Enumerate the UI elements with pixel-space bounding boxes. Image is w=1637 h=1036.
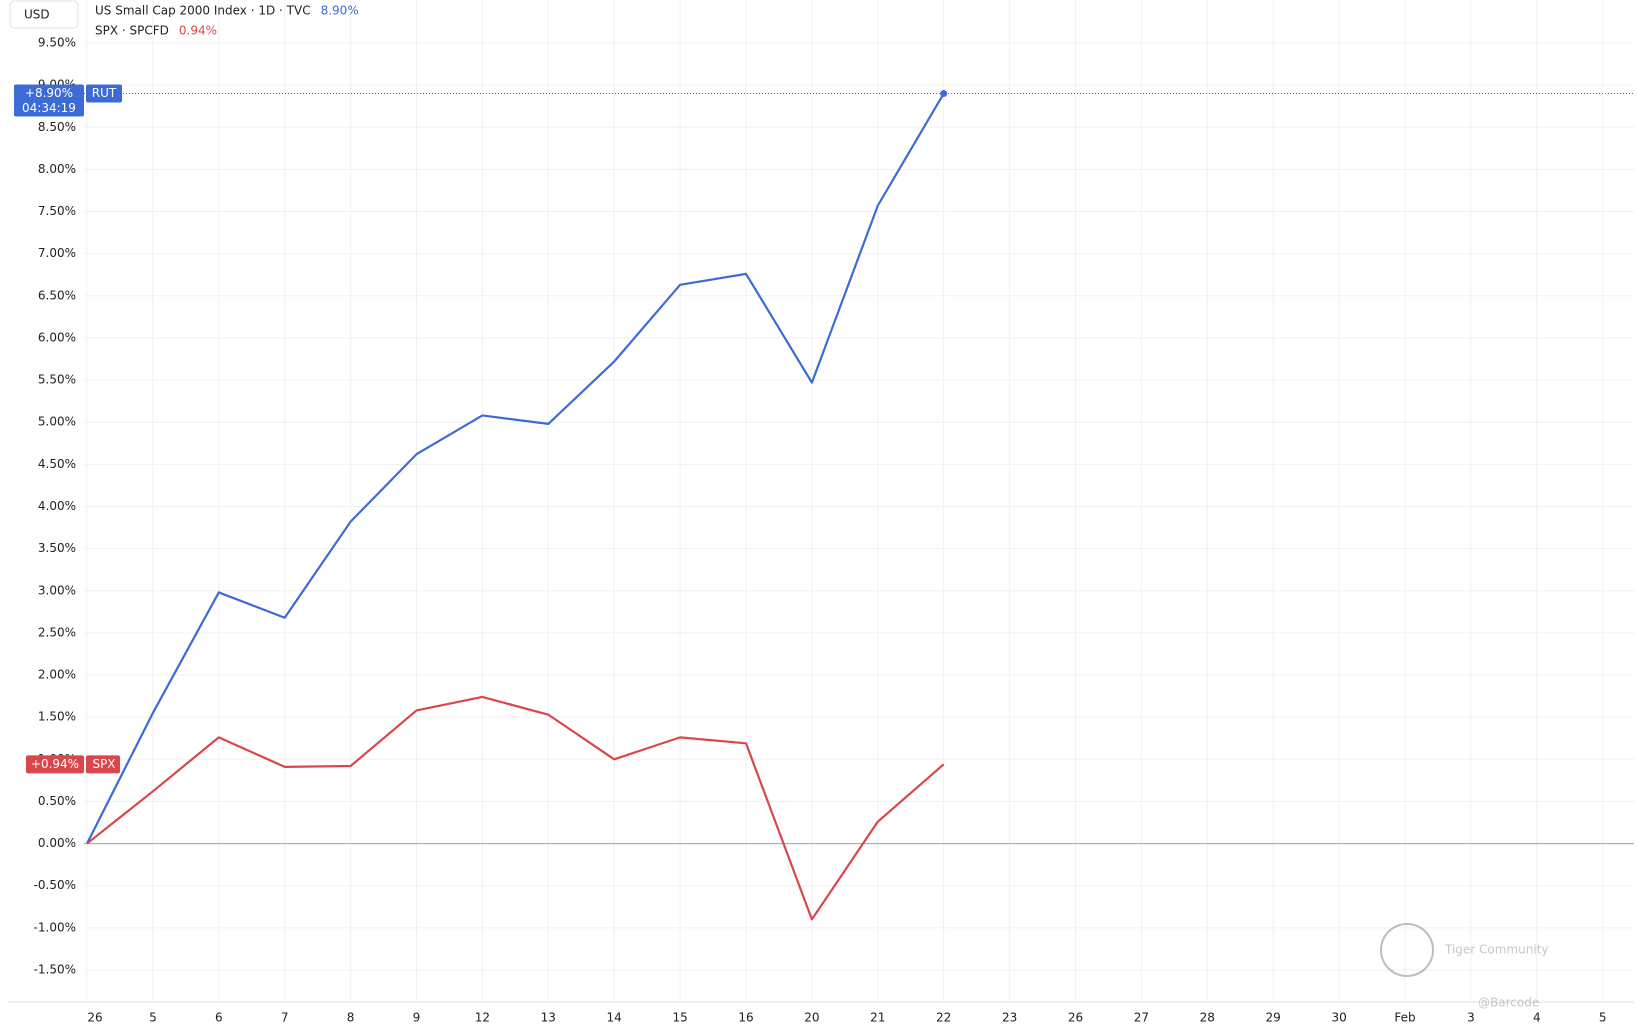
y-tick-label: 7.50% — [38, 204, 76, 218]
y-tick-label: 9.50% — [38, 35, 76, 49]
watermark-logo — [1380, 923, 1434, 977]
x-tick-label: 3 — [1467, 1011, 1475, 1025]
x-tick-label: 28 — [1200, 1011, 1215, 1025]
x-tick-label: 9 — [413, 1011, 421, 1025]
x-tick-label: 8 — [347, 1011, 355, 1025]
y-tick-label: 4.00% — [38, 499, 76, 513]
series-line — [86, 695, 945, 921]
x-tick-label: 5 — [1599, 1011, 1607, 1025]
watermark-text: @Barcode — [1478, 996, 1539, 1010]
badge-value: +0.94% — [31, 757, 79, 771]
x-tick-label: 27 — [1134, 1011, 1149, 1025]
x-tick-label: 22 — [936, 1011, 951, 1025]
y-tick-label: 2.50% — [38, 625, 76, 639]
x-tick-label: Feb — [1394, 1011, 1415, 1025]
legend-value: 0.94% — [179, 24, 217, 38]
x-tick-label: 26 — [1068, 1011, 1083, 1025]
y-tick-label: -0.50% — [34, 878, 76, 892]
ticker-box — [86, 84, 122, 103]
x-tick-label: 15 — [672, 1011, 687, 1025]
y-tick-label: 2.00% — [38, 668, 76, 682]
badge — [26, 755, 84, 774]
x-tick-label: 26 — [87, 1011, 102, 1025]
badge — [14, 84, 84, 117]
x-tick-label: 16 — [738, 1011, 753, 1025]
x-tick-label: 5 — [149, 1011, 157, 1025]
x-tick-label: 30 — [1331, 1011, 1346, 1025]
y-tick-label: 3.00% — [38, 583, 76, 597]
countdown: 04:34:19 — [22, 101, 76, 115]
last-point — [940, 90, 948, 98]
x-tick-label: 4 — [1533, 1011, 1541, 1025]
y-tick-label: 1.50% — [38, 710, 76, 724]
watermark-text: Tiger Community — [1444, 943, 1549, 957]
ticker-box — [86, 755, 120, 774]
y-tick-label: 5.00% — [38, 415, 76, 429]
currency-box[interactable] — [9, 0, 79, 29]
y-tick-label: 7.00% — [38, 246, 76, 260]
y-tick-label: -1.50% — [34, 962, 76, 976]
watermark: Tiger Community @Barcode — [1380, 923, 1549, 1010]
y-tick-label: 3.50% — [38, 541, 76, 555]
grid — [84, 0, 1634, 1002]
y-tick-label: 4.50% — [38, 457, 76, 471]
y-tick-label: 6.00% — [38, 330, 76, 344]
ticker: SPX — [92, 757, 115, 771]
x-tick-label: 21 — [870, 1011, 885, 1025]
x-tick-label: 7 — [281, 1011, 289, 1025]
x-tick-label: 29 — [1266, 1011, 1281, 1025]
y-tick-label: 6.50% — [38, 288, 76, 302]
x-tick-label: 23 — [1002, 1011, 1017, 1025]
y-tick-label: 0.00% — [38, 836, 76, 850]
legend-name: US Small Cap 2000 Index · 1D · TVC — [95, 4, 311, 18]
y-tick-label: 8.50% — [38, 120, 76, 134]
series-line — [86, 92, 945, 845]
y-tick-label: 5.50% — [38, 373, 76, 387]
currency: USD — [24, 8, 50, 22]
y-tick-label: -1.00% — [34, 920, 76, 934]
y-tick-label: 0.50% — [38, 794, 76, 808]
legend-value: 8.90% — [321, 4, 359, 18]
x-tick-label: 12 — [475, 1011, 490, 1025]
x-tick-label: 14 — [607, 1011, 622, 1025]
ticker: RUT — [92, 86, 117, 100]
x-tick-label: 6 — [215, 1011, 223, 1025]
x-tick-label: 20 — [804, 1011, 819, 1025]
badge-value: +8.90% — [25, 86, 73, 100]
legend-name: SPX · SPCFD — [95, 24, 169, 38]
y-tick-label: 8.00% — [38, 162, 76, 176]
x-tick-label: 13 — [541, 1011, 556, 1025]
